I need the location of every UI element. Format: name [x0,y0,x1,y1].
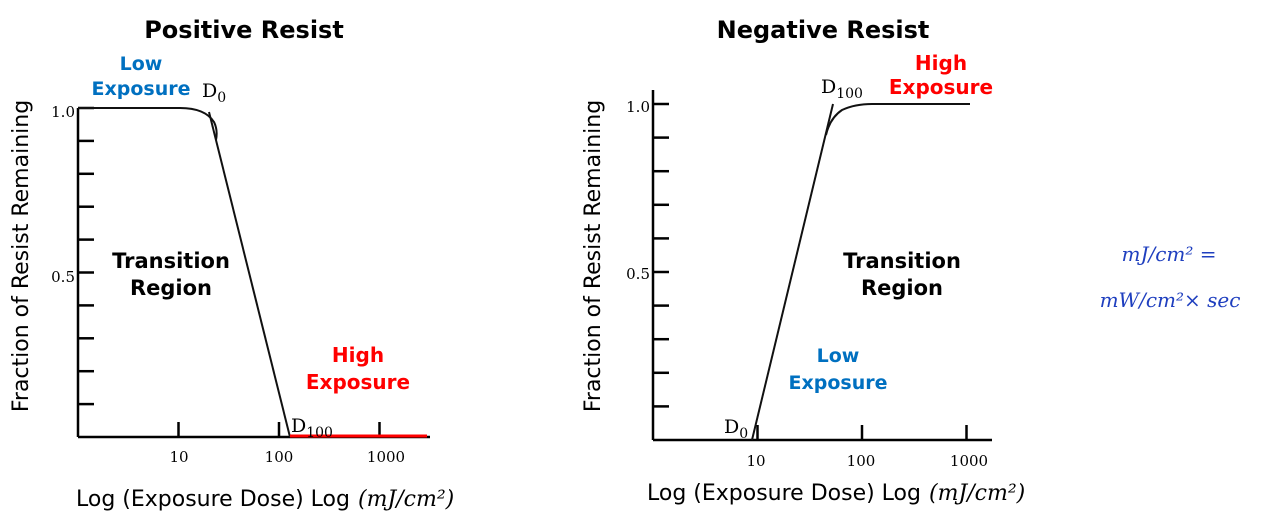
negative-x-ticks [756,425,968,440]
negative-y-tick-label: 0.5 [626,265,650,283]
negative-high-exposure-line1: High [915,51,967,75]
positive-y-axis-label: Fraction of Resist Remaining [9,100,34,412]
positive-curve-slope [208,111,291,438]
positive-x-tick-label: 1000 [367,448,405,466]
negative-low-exposure-line1: Low [817,345,860,367]
negative-x-tick-label: 1000 [950,452,988,470]
negative-curve-knee [825,103,970,136]
negative-transition-line2: Region [861,276,943,300]
negative-x-tick-label: 10 [746,452,765,470]
positive-transition-line2: Region [130,276,212,300]
negative-curve-slope [751,103,834,441]
negative-x-axis-label: Log (Exposure Dose) Log (mJ/cm²) [647,481,1025,506]
positive-resist-chart: Positive Resist Fraction of Resist Remai… [9,16,454,512]
negative-d0-label: D0 [724,416,748,442]
positive-chart-title: Positive Resist [144,16,344,44]
positive-x-tick-label: 10 [169,448,188,466]
negative-y-ticks [653,102,669,408]
positive-low-exposure-line1: Low [120,53,163,75]
positive-y-tick-label: 1.0 [51,103,75,121]
formula-line1: mJ/cm² = [1121,242,1216,266]
negative-high-exposure-line2: Exposure [889,75,993,99]
positive-x-tick-label: 100 [265,448,294,466]
positive-y-ticks [78,106,94,406]
negative-transition-line1: Transition [843,249,961,273]
positive-curve-knee [78,107,218,141]
negative-x-tick-label: 100 [847,452,876,470]
positive-high-exposure-line2: Exposure [306,370,410,394]
positive-d100-label: D100 [291,415,333,441]
negative-resist-chart: Negative Resist Fraction of Resist Remai… [581,16,1025,506]
positive-high-exposure-line1: High [332,343,384,367]
negative-low-exposure-line2: Exposure [789,372,888,394]
positive-x-axis-label: Log (Exposure Dose) Log (mJ/cm²) [76,487,454,512]
negative-chart-title: Negative Resist [717,16,930,44]
positive-d0-label: D0 [202,80,226,106]
positive-transition-line1: Transition [112,249,230,273]
negative-d100-label: D100 [821,76,863,102]
positive-y-tick-label: 0.5 [51,268,75,286]
positive-low-exposure-line2: Exposure [92,78,191,100]
negative-y-axis-label: Fraction of Resist Remaining [581,100,606,412]
formula-line2: mW/cm²× sec [1100,288,1241,312]
negative-y-tick-label: 1.0 [626,98,650,116]
